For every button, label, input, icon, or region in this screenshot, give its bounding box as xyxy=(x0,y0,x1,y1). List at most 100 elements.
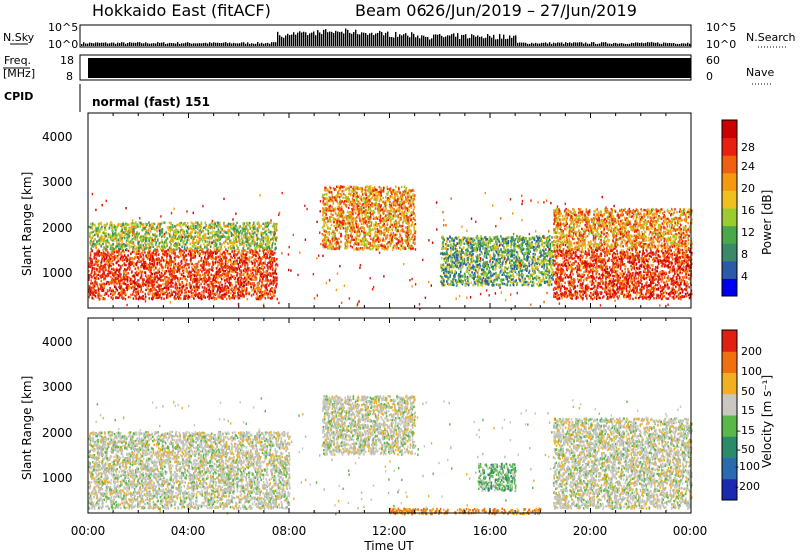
noise-bar xyxy=(627,44,628,46)
noise-bar xyxy=(133,43,134,46)
power-point xyxy=(111,293,113,295)
power-point xyxy=(114,291,116,293)
power-point xyxy=(173,231,175,233)
power-point xyxy=(168,229,170,231)
noise-bar xyxy=(455,37,456,46)
power-point xyxy=(109,264,111,266)
cpid-label: CPID xyxy=(4,90,33,103)
noise-bar xyxy=(631,43,632,46)
noise-bar xyxy=(677,44,678,46)
power-point xyxy=(94,230,96,232)
power-point xyxy=(135,248,137,250)
noise-bar xyxy=(219,43,220,46)
power-point xyxy=(371,210,373,212)
power-point xyxy=(231,263,233,265)
noise-bar xyxy=(135,43,136,46)
power-point xyxy=(94,268,96,270)
power-point xyxy=(172,224,174,226)
noise-bar xyxy=(335,31,336,46)
power-point xyxy=(156,246,158,248)
power-point xyxy=(125,227,127,229)
power-point xyxy=(140,289,142,291)
power-point xyxy=(114,258,116,260)
power-point xyxy=(237,257,239,259)
power-point xyxy=(95,273,97,275)
power-point xyxy=(254,243,256,245)
power-point xyxy=(198,252,200,254)
power-point xyxy=(142,282,144,284)
noise-spike xyxy=(317,30,318,46)
power-point xyxy=(160,223,162,225)
power-point xyxy=(107,263,109,265)
power-point xyxy=(184,240,186,242)
power-point xyxy=(261,262,263,264)
power-point xyxy=(226,268,228,270)
noise-bar xyxy=(385,33,386,46)
power-point xyxy=(229,284,231,286)
power-point xyxy=(261,275,263,277)
power-point xyxy=(164,254,166,256)
power-point xyxy=(256,234,258,236)
power-point xyxy=(94,253,96,255)
power-point xyxy=(253,222,255,224)
power-point xyxy=(144,251,146,253)
power-point xyxy=(176,233,178,235)
noise-bar xyxy=(337,31,338,46)
power-point xyxy=(144,246,146,248)
power-point xyxy=(166,294,168,296)
noise-bar xyxy=(571,43,572,46)
power-point xyxy=(239,291,241,293)
power-point xyxy=(166,258,168,260)
power-point xyxy=(145,298,147,300)
noise-bar xyxy=(105,42,106,46)
power-point xyxy=(98,229,100,231)
power-point xyxy=(95,232,97,234)
noise-bar xyxy=(491,38,492,46)
noise-bar xyxy=(475,37,476,46)
power-point xyxy=(139,253,141,255)
power-point xyxy=(236,262,238,264)
power-point xyxy=(232,290,234,292)
power-point xyxy=(106,253,108,255)
noise-bar xyxy=(169,43,170,46)
power-point xyxy=(90,282,92,284)
noise-bar xyxy=(233,43,234,46)
power-point xyxy=(208,243,210,245)
power-point xyxy=(130,281,132,283)
power-point xyxy=(119,237,121,239)
noise-bar xyxy=(325,29,326,46)
power-point xyxy=(136,248,138,250)
noise-bar xyxy=(131,43,132,46)
power-point xyxy=(234,234,236,236)
power-point xyxy=(242,278,244,280)
power-point xyxy=(98,264,100,266)
power-point xyxy=(230,226,232,228)
power-point xyxy=(249,222,251,224)
power-point xyxy=(223,223,225,225)
power-point xyxy=(170,256,172,258)
power-point xyxy=(199,248,201,250)
power-point xyxy=(240,261,242,263)
power-point xyxy=(121,290,123,292)
power-point xyxy=(204,283,206,285)
power-point xyxy=(186,287,188,289)
power-point xyxy=(182,240,184,242)
noise-bar xyxy=(223,43,224,46)
power-point xyxy=(142,240,144,242)
power-point xyxy=(216,298,218,300)
noise-bar xyxy=(625,44,626,46)
power-point xyxy=(155,297,157,299)
noise-bar xyxy=(485,38,486,46)
noise-panel: N.Sky 10^5 10^0 10^5 10^0 N.Search xyxy=(3,21,796,51)
power-point xyxy=(205,296,207,298)
power-point xyxy=(207,261,209,263)
noise-bar xyxy=(305,32,306,46)
power-point xyxy=(163,298,165,300)
noise-bar xyxy=(159,43,160,46)
power-point xyxy=(183,268,185,270)
power-point xyxy=(331,232,333,234)
power-point xyxy=(191,276,193,278)
power-point xyxy=(114,281,116,283)
power-point xyxy=(161,279,163,281)
power-point xyxy=(230,292,232,294)
